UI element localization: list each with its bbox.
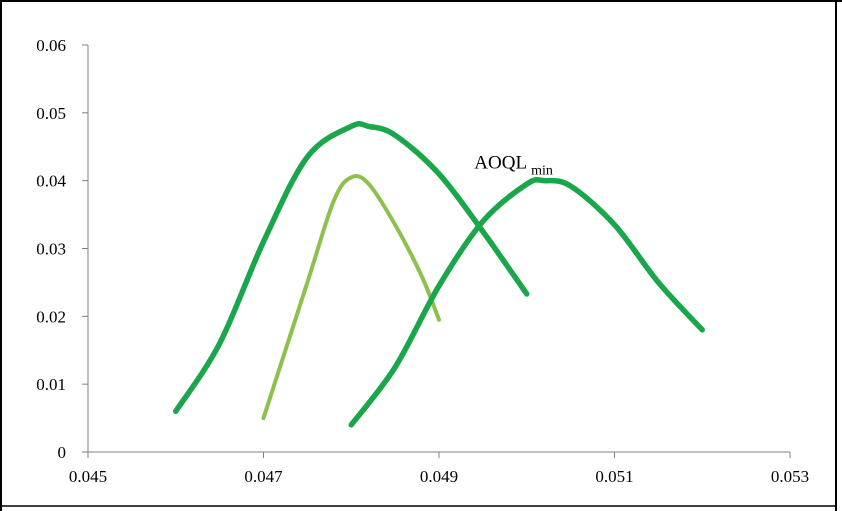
axes: 0 0.01 0.02 0.03 0.04 0.05 0.06 0.045 0.047 0.049… [36,36,809,486]
y-tick-label: 0.03 [36,240,66,259]
y-tick-label: 0.05 [36,104,66,123]
y-tick-label: 0.04 [36,172,66,191]
x-tick-label: 0.053 [771,467,809,486]
series-line-1 [173,121,530,415]
annotation-subscript-text: min [531,163,553,178]
y-tick-label: 0.02 [36,307,66,326]
series-layer [173,121,705,428]
y-tick-label: 0.01 [36,375,66,394]
annotation-main-text: AOQL [474,152,526,173]
aoql-min-annotation: AOQL min [474,152,553,178]
series-line-3 [348,176,705,428]
x-tick-label: 0.045 [69,467,107,486]
y-tick-label: 0.06 [36,36,66,55]
x-tick-label: 0.051 [595,467,633,486]
y-tick-label: 0 [58,443,67,462]
x-tick-label: 0.047 [244,467,283,486]
series-line-2 [261,174,441,421]
x-tick-label: 0.049 [420,467,458,486]
